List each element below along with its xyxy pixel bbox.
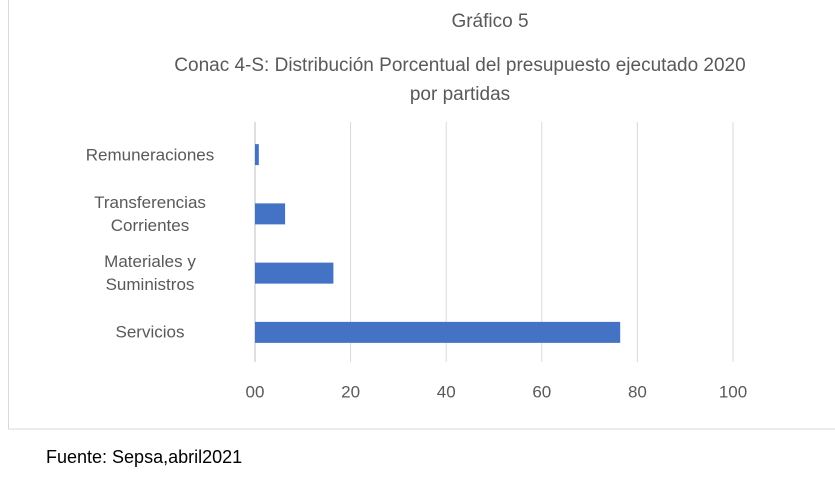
x-tick-label: 20 (341, 382, 360, 401)
x-tick-label: 00 (246, 382, 265, 401)
x-tick-label: 40 (437, 382, 456, 401)
bar (255, 321, 621, 343)
x-tick-label: 100 (719, 382, 747, 401)
bar (255, 144, 259, 166)
y-tick-label: Transferencias Corrientes (94, 192, 206, 235)
y-tick-label: Materiales y Suministros (104, 252, 196, 295)
bar (255, 203, 286, 225)
bar (255, 262, 334, 284)
chart-border (8, 0, 835, 430)
x-tick-label: 80 (628, 382, 647, 401)
y-tick-label: Remuneraciones (85, 145, 215, 165)
y-tick-label: Servicios (115, 322, 185, 342)
source-note: Fuente: Sepsa,abril2021 (46, 447, 243, 467)
x-tick-label: 60 (532, 382, 551, 401)
chart-subtitle: Conac 4-S: Distribución Porcentual del p… (174, 55, 746, 105)
chart-title: Gráfico 5 (451, 11, 529, 32)
